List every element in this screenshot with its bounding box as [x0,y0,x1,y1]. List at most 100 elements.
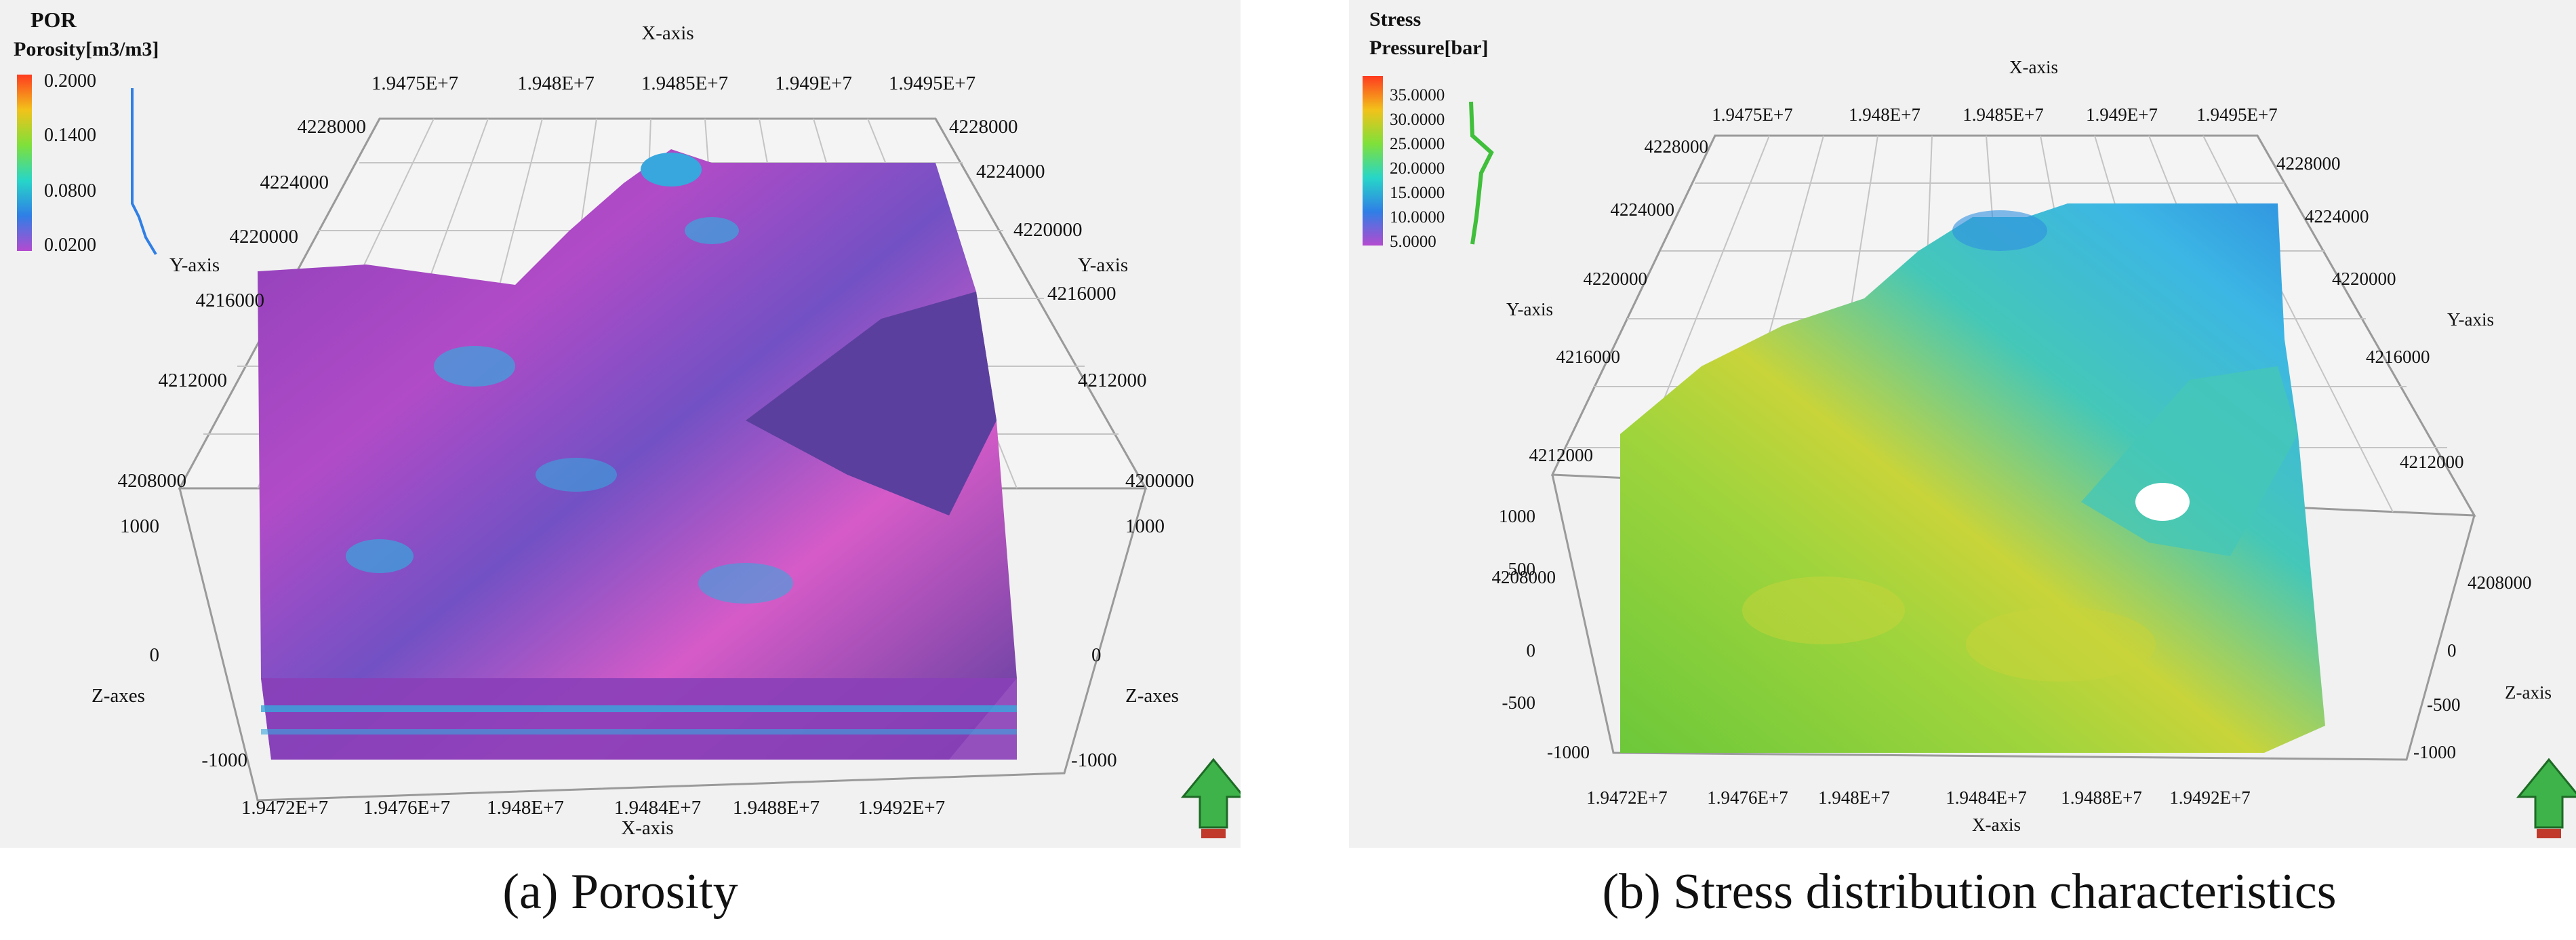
bottom-x-tick: 1.9484E+7 [1946,787,2026,808]
surface-body [258,149,1017,760]
right-y-tick: 4228000 [2276,153,2341,174]
stress-panel: Stress Pressure[bar] 35.0000 30.0000 25.… [1349,0,2576,848]
top-x-tick: 1.9495E+7 [2196,104,2277,125]
legend-title-2: Porosity[m3/m3] [14,38,159,60]
right-z-tick: 0 [1091,644,1102,666]
patch-2 [1966,607,2156,682]
top-x-tick: 1.949E+7 [775,73,852,94]
legend-tick: 35.0000 [1390,86,1445,104]
right-y-tick: 4216000 [1047,283,1116,305]
right-z-axis-label: Z-axes [1125,685,1179,707]
right-y-tick: 4212000 [1078,370,1147,391]
legend-tick: 0.2000 [44,71,96,92]
left-z-tick: 1000 [120,515,159,537]
legend-tick: 0.0200 [44,235,96,256]
surface-hole [2135,483,2190,521]
left-y-tick: 4228000 [1645,136,1709,157]
patch-2 [346,539,414,573]
surface-side-wall [261,678,1017,760]
left-y-tick: 4220000 [1584,269,1648,289]
top-x-axis-label: X-axis [641,22,693,44]
left-y-tick: 4228000 [298,116,367,138]
legend-tick: 20.0000 [1390,159,1445,178]
left-y-axis-label: Y-axis [1506,299,1553,319]
bottom-x-tick: 1.948E+7 [1818,787,1890,808]
peak-highlight [641,153,702,187]
left-y-tick: 4212000 [1529,445,1594,465]
legend-title-1: Stress [1369,8,1421,31]
bottom-x-tick: 1.9472E+7 [1586,787,1667,808]
left-z-tick: -500 [1502,692,1536,713]
bottom-x-tick: 1.9492E+7 [2169,787,2250,808]
axis-labels: X-axis 1.9475E+7 1.948E+7 1.9485E+7 1.94… [92,22,1194,839]
stress-legend: Stress Pressure[bar] 35.0000 30.0000 25.… [1363,8,1494,251]
left-z-tick: 0 [150,644,160,666]
bottom-x-tick: 1.9472E+7 [241,797,328,819]
top-x-tick: 1.9485E+7 [1963,104,2043,125]
left-z-tick: -1000 [1547,742,1590,762]
stress-surface [1620,203,2325,753]
porosity-surface [258,149,1017,760]
right-z-tick: -1000 [1071,749,1117,771]
right-z-tick: 0 [2447,640,2457,661]
side-band-1 [261,705,1017,712]
left-z-axis-label: Z-axes [92,685,145,707]
right-y-tick: 4220000 [2332,269,2396,289]
legend-tick: 10.0000 [1390,208,1445,227]
legend-tick: 5.0000 [1390,233,1436,251]
top-x-tick: 1.949E+7 [2086,104,2158,125]
right-z-tick: -500 [2427,694,2461,715]
top-x-tick: 1.948E+7 [1849,104,1920,125]
porosity-panel: POR Porosity[m3/m3] 0.2000 0.1400 0.0800… [0,0,1241,848]
side-band-2 [261,729,1017,735]
right-z-tick: -1000 [2413,742,2456,762]
caption-stress: (b) Stress distribution characteristics [1602,864,2337,920]
right-y-tick: 4212000 [2400,452,2464,472]
peak-highlight [1952,210,2047,251]
patch-1 [434,346,515,387]
bottom-x-tick: 1.9492E+7 [858,797,945,819]
left-y-axis-label: Y-axis [169,254,220,276]
surface-fold [2081,366,2298,556]
legend-title-2: Pressure[bar] [1369,37,1489,59]
right-y-tick: 4224000 [976,161,1045,182]
legend-histogram [1469,101,1494,245]
right-y-tick: 4220000 [1013,219,1083,241]
left-y-tick: 4216000 [196,290,265,311]
legend-colorbar [1363,76,1383,246]
legend-colorbar [17,75,32,251]
left-y-tick: 4208000 [1492,567,1556,587]
left-y-tick: 4216000 [1556,347,1621,367]
bottom-x-tick: 1.9476E+7 [363,797,450,819]
right-y-tick: 4224000 [2305,206,2369,227]
right-y-tick: 4228000 [949,116,1018,138]
north-arrow-icon[interactable] [1180,758,1241,838]
bottom-x-axis-label: X-axis [621,817,673,839]
bottom-x-tick: 1.9476E+7 [1707,787,1788,808]
caption-porosity: (a) Porosity [502,864,738,920]
bottom-x-tick: 1.9488E+7 [2061,787,2141,808]
left-z-tick: 500 [1508,559,1536,579]
legend-tick: 15.0000 [1390,184,1445,202]
legend-tick: 0.1400 [44,125,96,146]
right-y-tick: 4208000 [2468,572,2532,593]
legend-title-1: POR [31,7,77,32]
top-x-tick: 1.9475E+7 [371,73,458,94]
left-y-tick: 4224000 [260,172,329,193]
left-y-tick: 4224000 [1611,199,1675,220]
legend-tick: 0.0800 [44,180,96,201]
legend-tick: 30.0000 [1390,111,1445,129]
top-x-tick: 1.948E+7 [517,73,595,94]
top-x-tick: 1.9485E+7 [641,73,728,94]
north-arrow-icon[interactable] [2516,758,2576,838]
top-x-axis-label: X-axis [2009,57,2058,77]
patch-4 [536,458,617,492]
right-y-axis-label: Y-axis [1078,254,1128,276]
left-z-tick: 1000 [1499,506,1535,526]
axis-labels: X-axis 1.9475E+7 1.948E+7 1.9485E+7 1.94… [1492,57,2552,835]
legend-histogram [131,88,157,256]
patch-5 [685,217,739,244]
right-z-tick: 1000 [1125,515,1165,537]
left-y-tick: 4220000 [230,226,299,248]
patch-1 [1742,576,1905,644]
